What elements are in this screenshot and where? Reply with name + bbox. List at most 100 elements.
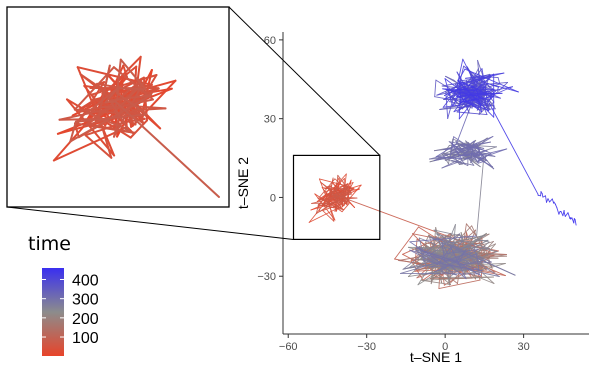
inset-trajectory-segment	[109, 99, 131, 133]
trajectory-segment	[433, 229, 490, 243]
trajectory-segment	[447, 241, 498, 252]
trajectory-segment	[487, 96, 494, 102]
trajectory-segment	[441, 242, 449, 255]
inset-trajectory-segment	[119, 58, 147, 91]
trajectory-segment	[332, 194, 342, 210]
trajectory-segment	[477, 153, 484, 162]
trajectory-segment	[460, 77, 483, 82]
trajectory-segment	[546, 198, 549, 203]
inset-trajectory-segment	[84, 134, 113, 159]
zoom-connectors	[6, 6, 381, 240]
trajectory-segment	[453, 234, 486, 243]
trajectory-segment	[332, 191, 352, 195]
trajectory-segment	[418, 237, 437, 246]
trajectory-segment	[444, 78, 454, 107]
trajectory-segment	[564, 212, 569, 217]
trajectory-segment	[462, 267, 483, 272]
trajectory-segment	[484, 98, 491, 101]
trajectory-segment	[429, 236, 455, 244]
trajectory-segment	[439, 240, 463, 271]
trajectory-segment	[541, 193, 544, 198]
trajectory-segment	[409, 241, 443, 265]
trajectory-segment	[458, 82, 488, 120]
trajectory-segment	[459, 96, 494, 103]
legend-label: 200	[72, 311, 99, 328]
trajectory-segment	[462, 136, 494, 155]
trajectory-segment	[323, 199, 340, 208]
trajectory-segment	[400, 253, 468, 274]
trajectory-segment	[460, 73, 495, 104]
trajectory-segment	[434, 79, 437, 98]
trajectory-segment	[560, 211, 564, 217]
trajectory-segment	[457, 68, 466, 82]
trajectory-segment	[453, 224, 456, 243]
trajectory-segment	[441, 156, 472, 169]
trajectory-segment	[409, 235, 478, 243]
trajectory-segment	[487, 100, 539, 195]
trajectory-segment	[334, 185, 348, 212]
trajectory-segment	[457, 72, 505, 85]
trajectory-segment	[394, 226, 419, 260]
trajectory-segment	[573, 218, 575, 224]
legend-label: 300	[72, 292, 99, 309]
trajectory-segment	[458, 150, 488, 157]
inset-trajectory-segment	[131, 79, 177, 128]
trajectory-segment	[542, 195, 546, 198]
y-tick-label: 0	[270, 192, 276, 204]
trajectory-segment	[452, 92, 460, 107]
trajectory-segment	[409, 249, 439, 265]
trajectory-segment	[437, 246, 452, 265]
legend-label: 400	[72, 273, 99, 290]
inset-trajectory-segment	[74, 125, 80, 139]
trajectory-segment	[402, 244, 437, 270]
trajectory-segment	[442, 258, 467, 280]
zoom-connector-top	[228, 6, 381, 156]
trajectory-segment	[421, 279, 452, 286]
trajectory-segment	[551, 198, 555, 204]
trajectory-segment	[462, 262, 506, 276]
inset-trajectory-segment	[104, 100, 117, 104]
trajectory-segment	[429, 261, 492, 268]
trajectory-segment	[440, 270, 458, 276]
trajectory-segment	[421, 276, 494, 281]
trajectory-segment	[555, 204, 558, 209]
inset-panel	[6, 6, 230, 208]
trajectory-segment	[459, 82, 475, 88]
trajectory-segment	[451, 141, 492, 152]
trajectory-segment	[334, 178, 352, 195]
trajectory-segment	[451, 150, 471, 155]
trajectory-segment	[486, 82, 519, 93]
trajectory-segment	[472, 243, 479, 263]
trajectory-segment	[466, 66, 477, 83]
trajectory-segment	[436, 236, 500, 277]
trajectory-segment	[470, 153, 494, 168]
y-axis-title: t–SNE 2	[235, 157, 251, 209]
inset-trajectory-segment	[114, 100, 220, 198]
trajectory-segment	[442, 88, 478, 91]
trajectory-segment	[456, 111, 488, 116]
trajectory-segment	[567, 212, 571, 219]
trajectory-segment	[456, 268, 495, 284]
trajectory-segment	[336, 188, 349, 190]
legend-title: time	[28, 233, 71, 255]
trajectory-segment	[458, 153, 484, 157]
trajectory-segment	[574, 219, 577, 226]
zoom-connector-bottom	[6, 206, 294, 240]
trajectory-segment	[441, 153, 471, 169]
trajectory-segment	[318, 200, 350, 205]
trajectory-segment	[441, 263, 464, 268]
zoom-region-box	[292, 154, 381, 240]
trajectory-segment	[497, 77, 501, 85]
x-axis-title: t–SNE 1	[410, 349, 462, 365]
trajectory-segment	[435, 233, 490, 249]
x-tick-label: 30	[517, 341, 529, 353]
trajectory-segment	[470, 146, 488, 152]
trajectory-segment	[318, 206, 321, 213]
trajectory-segment	[549, 198, 553, 203]
trajectory-segment	[342, 184, 362, 207]
y-axis-ticks: −30 0 30 60	[257, 35, 283, 283]
trajectory-segment	[435, 156, 462, 160]
trajectory-segment	[477, 160, 488, 164]
trajectory-segment	[341, 203, 350, 213]
